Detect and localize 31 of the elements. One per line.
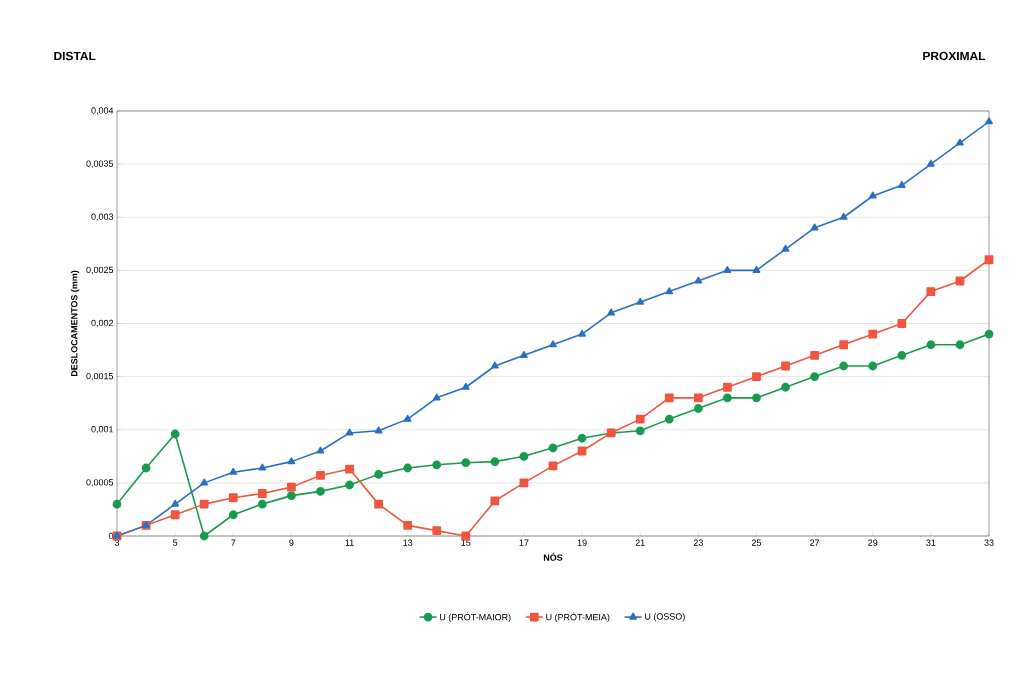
x-tick-label: 23 bbox=[693, 539, 703, 546]
y-tick-label: 0,004 bbox=[91, 107, 114, 115]
y-tick-label: 0,003 bbox=[91, 213, 114, 221]
x-tick-label: 9 bbox=[289, 539, 294, 546]
x-tick-label: 13 bbox=[403, 539, 413, 546]
text: PROXIMAL bbox=[923, 51, 986, 61]
x-axis-title: NÓS bbox=[543, 552, 563, 561]
y-tick-label: 0,002 bbox=[91, 319, 114, 328]
y-tick-label: 0,0005 bbox=[86, 479, 114, 487]
x-tick-label: 19 bbox=[577, 539, 587, 546]
legend-label: U (OSSO) bbox=[645, 613, 685, 622]
legend-label: U (PRÓT-MAIOR) bbox=[440, 612, 511, 623]
x-tick-label: 21 bbox=[635, 539, 645, 546]
x-tick-label: 7 bbox=[231, 539, 236, 546]
x-tick-label: 33 bbox=[984, 539, 994, 546]
x-tick-label: 11 bbox=[345, 539, 354, 546]
text: DISTAL bbox=[54, 51, 96, 61]
x-tick-label: 25 bbox=[751, 539, 762, 546]
y-tick-label: 0,0035 bbox=[86, 160, 114, 168]
y-tick-label: 0,0025 bbox=[86, 266, 114, 275]
x-tick-label: 3 bbox=[114, 539, 120, 546]
y-tick-label: 0,0015 bbox=[86, 372, 114, 381]
y-tick-label: 0,001 bbox=[91, 426, 114, 434]
y-axis-title: DESLOCAMENTOS (mm) bbox=[70, 270, 80, 377]
x-tick-label: 17 bbox=[519, 539, 529, 546]
y-tick-label: 0 bbox=[108, 532, 114, 540]
legend-label: U (PRÓT-MEIA) bbox=[546, 612, 610, 623]
x-tick-label: 5 bbox=[173, 539, 178, 546]
x-tick-label: 31 bbox=[926, 539, 936, 546]
x-tick-label: 27 bbox=[810, 539, 820, 546]
x-tick-label: 29 bbox=[868, 539, 878, 546]
